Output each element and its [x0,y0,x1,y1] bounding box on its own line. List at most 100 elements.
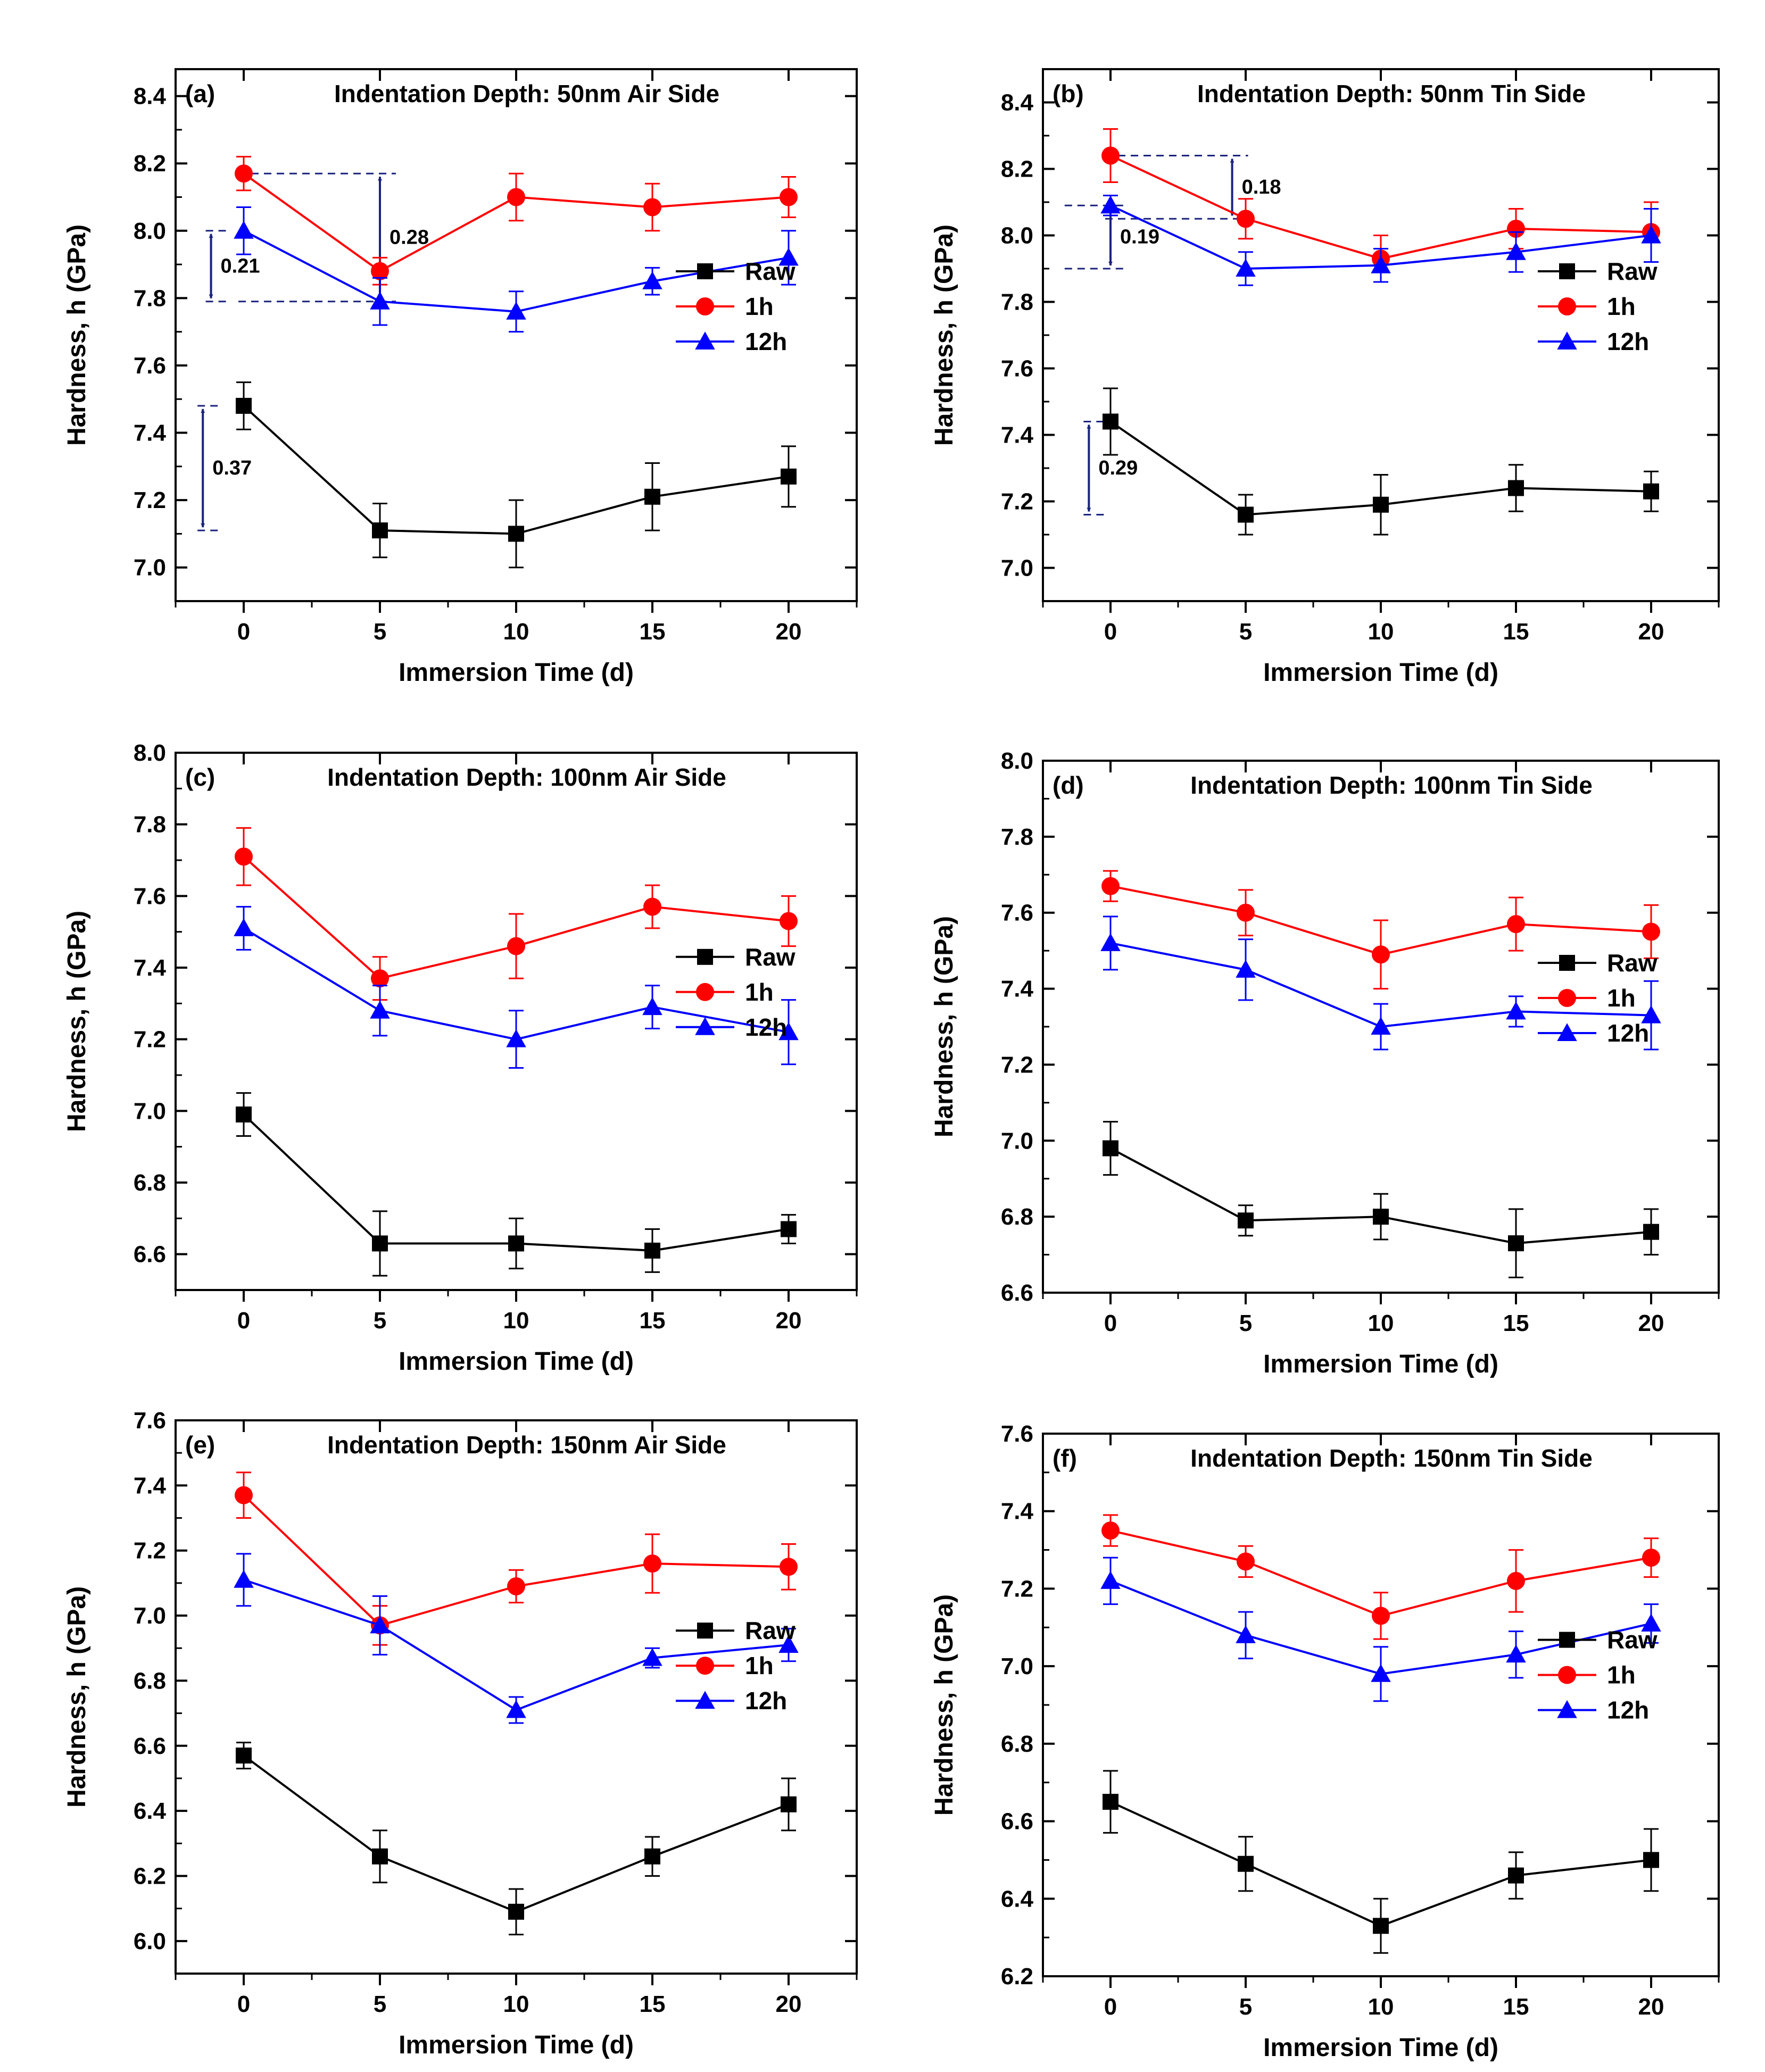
panel-label: (f) [1053,1444,1077,1472]
data-point-circle [1507,1571,1525,1590]
y-tick-label: 8.0 [1001,223,1033,249]
legend: Raw 1h 12h [676,1617,796,1715]
data-point-circle [1237,903,1255,922]
y-tick-label: 7.4 [134,1472,167,1499]
data-point-triangle [1100,195,1121,214]
data-point-triangle [695,1691,715,1709]
annotation-label: 0.21 [221,255,260,277]
y-axis-title: Hardness, h (GPa) [930,1594,958,1816]
legend-label-12h: 12h [1607,328,1649,355]
series-12h [234,1553,799,1724]
data-point-triangle [1557,1700,1577,1718]
y-tick-label: 8.0 [134,218,166,244]
annotation-label: 0.28 [390,226,429,248]
data-point-triangle [1506,242,1526,260]
series-raw [1103,1770,1659,1954]
data-point-triangle [370,291,390,310]
panel-label: (e) [185,1431,215,1459]
data-point-triangle [1557,331,1577,350]
data-point-triangle [1371,255,1391,273]
data-point-square [644,1242,660,1259]
y-tick-label: 7.0 [134,1603,166,1629]
data-point-triangle [1236,1625,1256,1643]
x-tick-label: 15 [640,1991,666,2017]
annotation: 0.37 [197,405,252,531]
data-point-triangle [370,1001,390,1019]
panel-title: Indentation Depth: 50nm Air Side [334,80,719,107]
data-point-square [644,488,660,505]
data-point-circle [643,1554,661,1573]
data-point-circle [1101,877,1120,895]
data-point-triangle [1100,933,1121,951]
y-tick-label: 7.4 [1001,976,1034,1002]
data-point-square [372,1235,388,1252]
y-tick-label: 7.0 [134,555,166,581]
y-tick-label: 6.4 [1001,1886,1034,1912]
x-tick-label: 20 [1638,619,1664,645]
data-point-triangle [370,1615,390,1634]
y-axis-title: Hardness, h (GPa) [63,911,91,1132]
series-12h [1100,195,1661,286]
x-axis-title: Immersion Time (d) [399,659,634,687]
data-point-square [697,263,713,279]
data-point-circle [1101,146,1120,165]
data-point-square [781,1221,797,1237]
x-tick-label: 20 [1638,1994,1664,2020]
data-point-triangle [1236,960,1256,978]
data-point-circle [696,297,714,315]
data-point-square [697,1622,713,1639]
legend: Raw 1h 12h [676,943,796,1041]
data-point-circle [1372,1607,1390,1625]
data-point-triangle [506,301,526,320]
x-tick-label: 0 [237,1308,250,1334]
x-axis-title: Immersion Time (d) [1263,1350,1498,1378]
data-point-triangle [234,221,254,239]
annotation: 0.18 [1105,155,1281,220]
data-point-circle [1558,297,1576,315]
panel-title: Indentation Depth: 100nm Air Side [327,763,726,791]
legend-label-12h: 12h [745,328,787,355]
data-point-circle [371,969,389,988]
y-tick-label: 7.8 [134,812,166,838]
data-point-circle [780,912,798,930]
series-1h [1101,870,1660,990]
series-12h [234,906,799,1069]
y-tick-label: 7.2 [1001,1576,1033,1602]
x-tick-label: 5 [374,619,386,645]
x-tick-label: 5 [1239,1310,1252,1336]
y-tick-label: 8.2 [1001,156,1033,182]
data-point-triangle [1641,1613,1661,1632]
annotation-label: 0.37 [212,457,252,479]
data-point-circle [1101,1521,1120,1540]
legend: Raw 1h 12h [1538,1626,1658,1724]
series-12h [234,206,799,333]
panel-title: Indentation Depth: 150nm Tin Side [1190,1444,1593,1472]
data-point-triangle [1371,1663,1391,1682]
data-point-circle [371,262,389,280]
legend-label-raw: Raw [745,943,796,971]
annotation: 0.19 [1064,204,1159,270]
y-tick-label: 7.2 [134,1538,166,1564]
x-tick-label: 10 [503,1308,529,1334]
y-tick-label: 7.6 [1001,356,1033,382]
data-point-square [1643,1224,1659,1240]
data-point-square [1559,955,1575,971]
data-point-square [1238,506,1254,523]
series-1h [1101,1514,1660,1640]
data-point-square [781,1796,797,1812]
data-point-triangle [234,918,254,936]
legend-label-1h: 1h [1607,293,1636,320]
data-point-circle [643,897,661,916]
y-tick-label: 7.0 [1001,1653,1033,1679]
y-tick-label: 8.2 [134,151,166,177]
y-tick-label: 7.8 [1001,289,1033,315]
y-tick-label: 6.6 [134,1242,166,1268]
panel-label: (b) [1053,80,1084,107]
annotation-label: 0.19 [1120,226,1159,248]
panel-title: Indentation Depth: 150nm Air Side [327,1431,726,1459]
data-point-circle [1372,945,1390,964]
data-point-square [1508,480,1524,496]
data-point-circle [235,1486,253,1504]
x-tick-label: 15 [640,619,666,645]
